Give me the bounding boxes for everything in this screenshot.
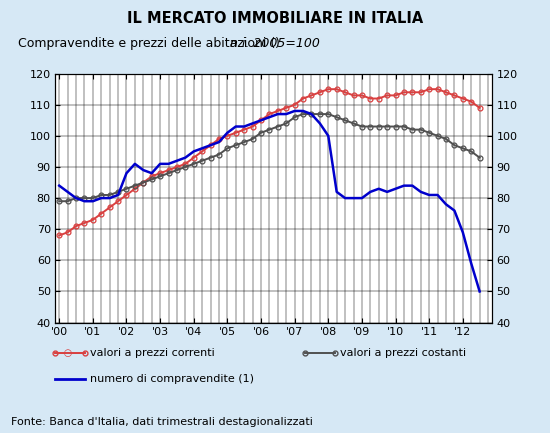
Text: Fonte: Banca d'Italia, dati trimestrali destagionalizzati: Fonte: Banca d'Italia, dati trimestrali … — [11, 417, 313, 427]
Text: numero di compravendite (1): numero di compravendite (1) — [90, 374, 254, 384]
Text: Compravendite e prezzi delle abitazioni (: Compravendite e prezzi delle abitazioni … — [18, 37, 275, 50]
Text: n.i. 2005=100: n.i. 2005=100 — [230, 37, 320, 50]
Text: ): ) — [275, 37, 280, 50]
Text: —○—: —○— — [55, 348, 83, 358]
Text: IL MERCATO IMMOBILIARE IN ITALIA: IL MERCATO IMMOBILIARE IN ITALIA — [127, 11, 423, 26]
Text: valori a prezzi costanti: valori a prezzi costanti — [340, 348, 466, 358]
Text: valori a prezzi correnti: valori a prezzi correnti — [90, 348, 214, 358]
